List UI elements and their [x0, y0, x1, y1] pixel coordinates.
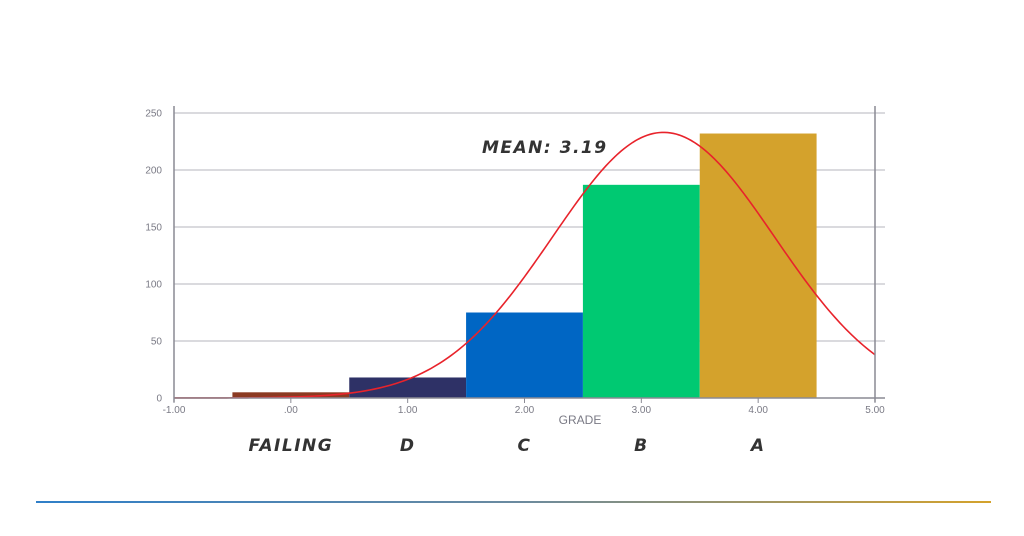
x-tick-label: 4.00 [748, 405, 768, 416]
normal-fit-curve [174, 131, 876, 399]
axes [173, 106, 885, 403]
bar-a [699, 133, 817, 398]
grade-labels: FAILING D C B A [248, 436, 766, 456]
grade-label-failing: FAILING [248, 436, 333, 456]
x-tick-label: 1.00 [398, 405, 418, 416]
x-tick-label: .00 [284, 405, 298, 416]
bar-failing [232, 392, 350, 398]
bar-b [582, 184, 700, 398]
grade-label-a: A [749, 436, 766, 456]
mean-annotation: MEAN: 3.19 [482, 138, 608, 158]
y-tick-label: 150 [145, 223, 162, 234]
footer-divider [36, 501, 991, 503]
x-tick-label: 5.00 [865, 405, 885, 416]
x-tick-label: -1.00 [163, 405, 186, 416]
grade-label-b: B [634, 436, 648, 456]
x-axis-label: GRADE [559, 413, 602, 427]
bar-c [466, 312, 583, 398]
grade-label-c: C [518, 436, 532, 456]
y-tick-label: 0 [156, 394, 162, 405]
y-tick-label: 250 [145, 109, 162, 120]
y-tick-label: 50 [151, 337, 163, 348]
bar-d [349, 377, 467, 398]
grade-label-d: D [400, 436, 416, 456]
x-tick-label: 2.00 [515, 405, 535, 416]
y-tick-labels: 0 50 100 150 200 250 [145, 109, 162, 405]
y-tick-label: 100 [145, 280, 162, 291]
x-tick-labels: -1.00 .00 1.00 2.00 3.00 4.00 5.00 [163, 405, 886, 416]
histogram-bars [232, 133, 817, 398]
x-tick-label: 3.00 [632, 405, 652, 416]
y-tick-label: 200 [145, 166, 162, 177]
